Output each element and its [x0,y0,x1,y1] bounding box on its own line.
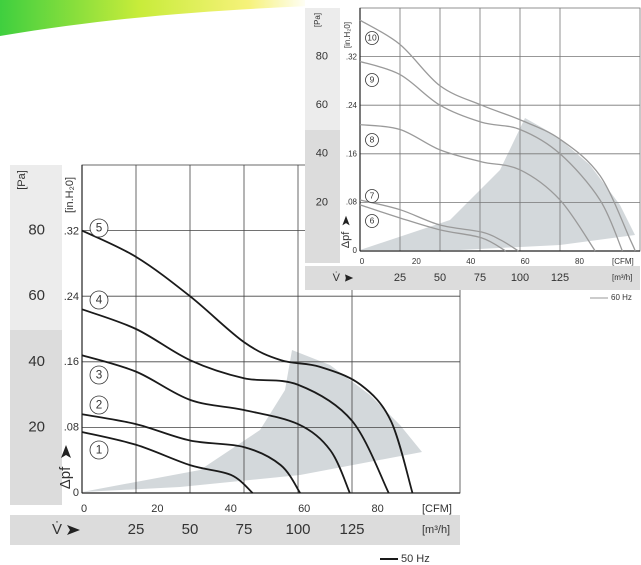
curve-label-circle [89,218,109,238]
curve [359,19,636,252]
y2-tick-label: 0 [353,246,358,255]
x-tick-label: 125 [551,272,569,284]
x-tick-label: 100 [511,272,529,284]
y-tick-label: 20 [316,196,328,208]
curve [81,354,351,494]
x-tick-label: 25 [394,272,406,284]
y2-tick-label: .32 [346,52,358,61]
y2-tick-label: .24 [64,291,79,303]
y-tick-label: 80 [28,222,45,239]
y2-tick-label: .16 [64,356,79,368]
decor-swoosh [0,0,310,36]
x2-unit: [CFM] [422,503,452,515]
curve-label-circle [365,133,379,147]
curve-label-circle [89,365,109,385]
x-axis-name: V̇ [52,521,62,538]
x-axis-arrow [345,274,354,282]
curve-label-circle [89,290,109,310]
y2-label: [in.H₂0] [64,177,76,213]
legend-label: 50 Hz [401,553,430,565]
curve [359,123,596,252]
curve-label-circle [89,395,109,415]
y2-tick-label: .08 [346,198,358,207]
y2-tick-label: 0 [73,487,79,499]
y-label: [Pa] [313,13,322,27]
y-tick-label: 40 [28,353,45,370]
x2-tick-label: 20 [412,257,421,266]
x-tick-label: 100 [285,521,310,538]
x-unit: [m³/h] [422,524,450,536]
y-tick-label: 60 [316,99,328,111]
curve [81,413,301,494]
y-axis-name: Δpf [340,231,352,248]
y-panel-lower [10,330,62,505]
x2-tick-label: 20 [151,503,163,515]
y-tick-label: 20 [28,418,45,435]
y2-label: [in.H₂0] [343,22,352,48]
x2-tick-label: 40 [466,257,475,266]
x2-tick-label: 0 [81,503,87,515]
curve [81,431,254,494]
curve-label-circle [365,31,379,45]
x-unit-bar [305,266,640,290]
y2-tick-label: .24 [346,101,358,110]
y-panel-lower [305,130,340,263]
operating-range [82,350,422,492]
y2-tick-label: .08 [64,422,79,434]
x-tick-label: 25 [128,521,145,538]
x2-tick-label: 40 [225,503,237,515]
y-label: [Pa] [16,170,28,190]
curve-label: 4 [96,294,103,307]
y-axis-name: Δpf [57,466,74,489]
x-axis-arrow [67,525,80,535]
x-unit: [m³/h] [612,273,632,282]
y-tick-label: 80 [316,51,328,63]
x2-tick-label: 60 [298,503,310,515]
x-tick-label: 125 [339,521,364,538]
y-tick-label: 60 [28,287,45,304]
x-tick-label: 75 [236,521,253,538]
curve-label: 5 [96,222,103,235]
x-axis-name: V̇ [333,271,341,284]
x2-tick-label: 80 [575,257,584,266]
y-axis-arrow [61,445,71,458]
x2-unit: [CFM] [612,257,634,266]
curve-label-circle [365,189,379,203]
x-tick-label: 50 [182,521,199,538]
curve-label: 9 [370,75,375,85]
legend-label: 60 Hz [611,293,632,302]
y-tick-label: 40 [316,148,328,160]
operating-range [360,118,635,250]
y-axis-arrow [342,215,350,226]
curve-label-circle [89,440,109,460]
curve-label: 1 [96,444,103,457]
curve [81,308,390,494]
x2-tick-label: 0 [360,257,365,266]
curve-label: 8 [370,135,375,145]
chart-60hz: 20 40 60 80 0 .08 .16 .24 .32 25 50 75 100 125 0 20 40 60… [305,0,641,302]
curve-label: 7 [370,191,375,201]
x-tick-label: 75 [474,272,486,284]
curve [359,199,519,252]
curve-label-circle [365,214,379,228]
curve [359,204,506,252]
x-unit-bar [10,515,460,545]
x-tick-label: 50 [434,272,446,284]
curve-label: 3 [96,369,103,382]
curve-label: 6 [370,216,375,226]
curve [359,60,623,252]
curve [81,229,414,494]
x2-tick-label: 60 [521,257,530,266]
y2-tick-label: .16 [346,149,358,158]
curve-label: 2 [96,399,103,412]
x2-tick-label: 80 [371,503,383,515]
y-panel-upper [305,8,340,130]
y2-tick-label: .32 [64,225,79,237]
curve-label: 10 [367,33,377,43]
curve-label-circle [365,73,379,87]
y-panel-upper [10,165,62,330]
